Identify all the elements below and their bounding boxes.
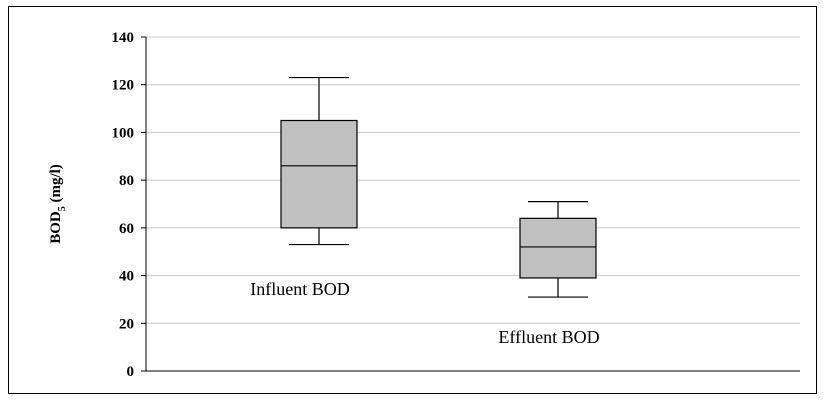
y-label-unit: (mg/l) [48,164,64,206]
y-label-subscript: 5 [57,206,68,211]
y-label-main: BOD [48,211,64,244]
y-tick-label-140: 140 [112,30,135,46]
box-group-2: Effluent BOD [498,201,600,347]
y-tick-label-40: 40 [119,269,134,285]
y-tick-label-0: 0 [127,364,135,380]
category-label: Effluent BOD [498,327,599,347]
y-axis-label: BOD5 (mg/l) [48,164,68,244]
chart-frame [8,6,817,394]
y-tick-label-20: 20 [119,316,134,332]
y-axis-ticks: 0 20 40 60 80 100 120 140 [112,30,146,380]
gridlines [146,36,800,324]
y-tick-label-60: 60 [119,221,134,237]
category-label: Influent BOD [250,279,349,299]
y-tick-label-100: 100 [112,125,135,141]
y-tick-label-80: 80 [119,173,134,189]
iqr-box [280,119,358,229]
box-group-1: Influent BOD [250,76,358,299]
boxes: Influent BOD Effluent BOD [250,76,600,347]
iqr-box [519,217,597,279]
y-tick-label-120: 120 [112,78,135,94]
